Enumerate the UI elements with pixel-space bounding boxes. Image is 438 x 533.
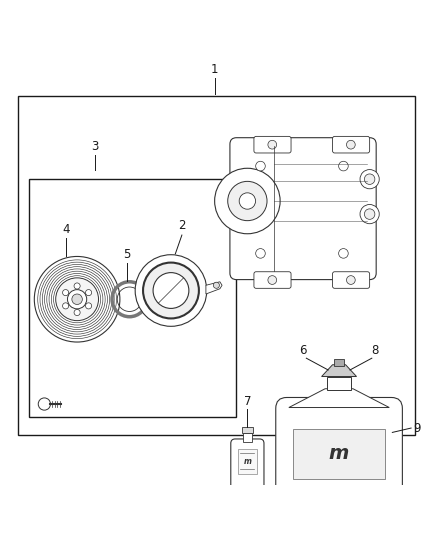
FancyBboxPatch shape	[332, 272, 370, 288]
Circle shape	[213, 282, 219, 288]
Circle shape	[239, 193, 255, 209]
Polygon shape	[289, 389, 389, 408]
Text: 7: 7	[244, 394, 251, 408]
Circle shape	[135, 255, 207, 326]
Circle shape	[364, 174, 375, 184]
Bar	[238, 449, 257, 474]
Circle shape	[256, 248, 265, 258]
FancyBboxPatch shape	[230, 138, 376, 280]
Bar	[18, 96, 416, 434]
Text: 4: 4	[63, 222, 70, 236]
Circle shape	[85, 303, 92, 309]
Text: 5: 5	[124, 248, 131, 261]
Circle shape	[256, 161, 265, 171]
FancyBboxPatch shape	[254, 272, 291, 288]
Circle shape	[72, 294, 82, 304]
Circle shape	[339, 248, 348, 258]
Circle shape	[85, 289, 92, 296]
Polygon shape	[321, 365, 357, 376]
Bar	[334, 359, 344, 366]
FancyBboxPatch shape	[320, 490, 358, 500]
FancyBboxPatch shape	[231, 439, 264, 489]
Text: 6: 6	[300, 344, 307, 357]
Circle shape	[143, 263, 199, 318]
Text: 2: 2	[178, 219, 186, 232]
FancyBboxPatch shape	[332, 136, 370, 153]
Bar	[242, 427, 253, 433]
Circle shape	[63, 303, 69, 309]
Text: 1: 1	[211, 63, 219, 76]
Polygon shape	[206, 282, 222, 294]
Bar	[327, 376, 351, 390]
Circle shape	[38, 398, 50, 410]
Circle shape	[346, 140, 355, 149]
Circle shape	[215, 168, 280, 234]
Circle shape	[34, 256, 120, 342]
Circle shape	[153, 272, 189, 309]
Circle shape	[74, 283, 80, 289]
FancyBboxPatch shape	[254, 136, 291, 153]
Circle shape	[268, 276, 277, 285]
Bar	[293, 429, 385, 479]
Circle shape	[360, 169, 379, 189]
Bar	[29, 179, 237, 417]
Text: 3: 3	[91, 140, 98, 153]
Circle shape	[346, 276, 355, 285]
Circle shape	[56, 278, 99, 321]
Circle shape	[360, 205, 379, 224]
Circle shape	[67, 289, 87, 309]
Text: 8: 8	[371, 344, 378, 357]
Circle shape	[63, 289, 69, 296]
Circle shape	[268, 140, 277, 149]
Circle shape	[364, 209, 375, 220]
Circle shape	[74, 310, 80, 316]
Circle shape	[339, 161, 348, 171]
Circle shape	[228, 181, 267, 221]
Text: m: m	[244, 457, 251, 466]
Text: m: m	[329, 444, 349, 463]
Bar	[243, 433, 252, 442]
Text: 9: 9	[413, 422, 421, 434]
FancyBboxPatch shape	[276, 398, 403, 509]
